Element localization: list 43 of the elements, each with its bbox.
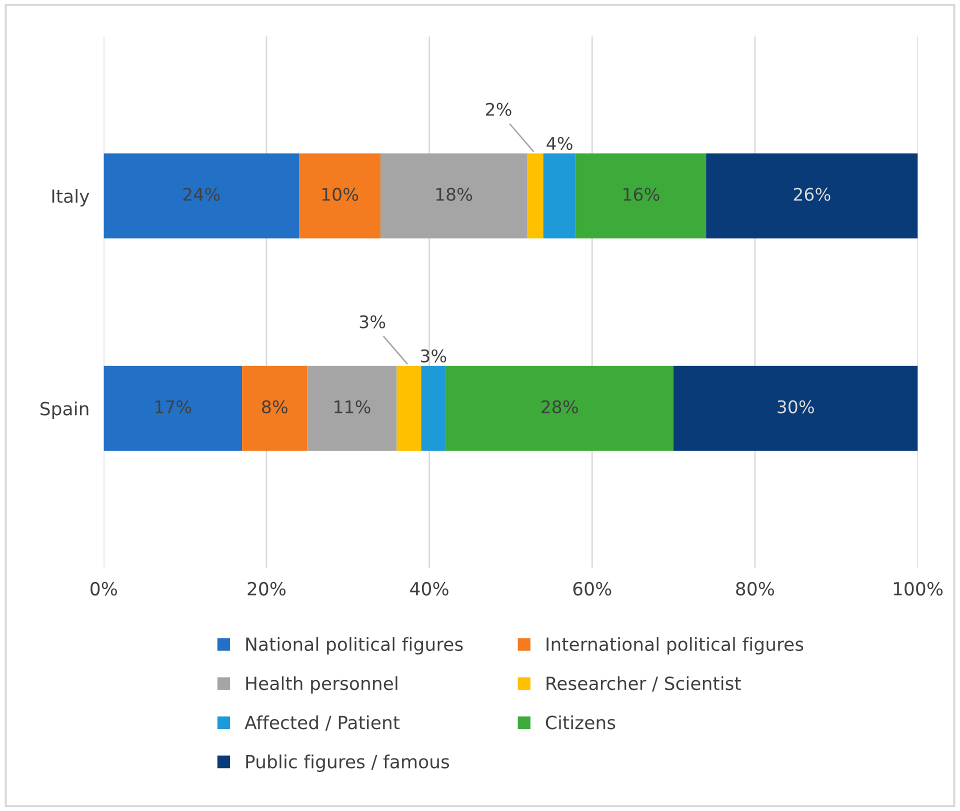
- x-tick-label: 20%: [248, 582, 286, 596]
- legend-label: Researcher / Scientist: [546, 676, 741, 692]
- legend-label: International political figures: [546, 637, 804, 655]
- bar: [307, 366, 397, 451]
- x-tick-label: 0%: [90, 582, 118, 596]
- bar: [543, 153, 576, 238]
- legend-label: Health personnel: [246, 676, 398, 694]
- data-label: 24%: [183, 188, 220, 201]
- data-label: 16%: [624, 188, 660, 201]
- bar: [299, 153, 380, 238]
- data-label: 26%: [794, 188, 830, 201]
- data-label: 17%: [155, 400, 192, 414]
- y-tick-label: Spain: [40, 401, 88, 419]
- x-tick-label: 40%: [410, 582, 448, 596]
- bar: [674, 366, 918, 451]
- y-tick-label: Italy: [52, 188, 90, 206]
- data-label: 11%: [334, 400, 370, 414]
- data-label: 10%: [322, 188, 358, 201]
- bar: [242, 366, 308, 451]
- data-label: 28%: [542, 400, 578, 414]
- data-label: 18%: [436, 188, 472, 201]
- bar: [421, 366, 446, 451]
- data-label: 8%: [262, 400, 288, 414]
- data-label: 2%: [486, 102, 512, 116]
- data-label: 4%: [546, 136, 572, 150]
- bar: [380, 153, 527, 238]
- x-tick-label: 60%: [573, 582, 612, 596]
- data-label: 3%: [420, 349, 446, 362]
- bar: [576, 153, 706, 238]
- bar: [104, 366, 242, 451]
- bar: [527, 153, 544, 238]
- legend-label: Affected / Patient: [244, 715, 400, 731]
- x-tick-label: 100%: [894, 582, 943, 596]
- data-label: 30%: [778, 400, 814, 414]
- legend-label: Citizens: [546, 715, 616, 730]
- x-tick-label: 80%: [736, 582, 774, 596]
- bar: [104, 153, 300, 238]
- bar: [706, 153, 918, 238]
- bar: [396, 366, 422, 451]
- bar: [446, 366, 674, 451]
- data-label: 3%: [360, 315, 386, 328]
- legend-label: National political figures: [246, 637, 463, 655]
- legend-label: Public figures / famous: [246, 754, 450, 772]
